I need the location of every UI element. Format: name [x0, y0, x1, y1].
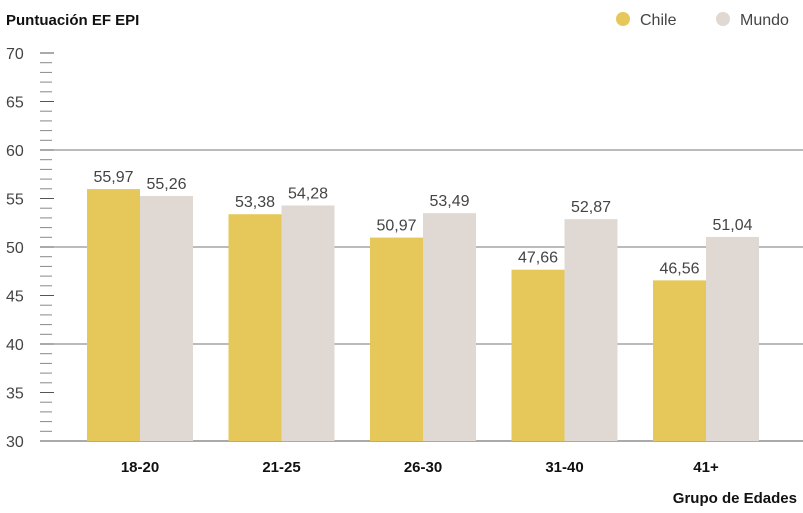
y-tick-label: 50	[6, 240, 24, 257]
bar-mundo-26-30	[423, 213, 476, 441]
bar-chile-18-20	[87, 189, 140, 441]
legend-swatch-mundo	[716, 12, 730, 26]
bar-chile-26-30	[370, 237, 423, 441]
bar-mundo-41+	[706, 236, 759, 441]
data-label-mundo-41+: 51,04	[712, 217, 752, 234]
y-tick-label: 70	[6, 46, 24, 63]
bars	[87, 189, 759, 441]
y-tick-label: 65	[6, 95, 24, 112]
chart-title: Puntuación EF EPI	[6, 12, 139, 29]
y-tick-label: 30	[6, 434, 24, 451]
data-label-chile-21-25: 53,38	[235, 194, 275, 211]
bar-mundo-21-25	[281, 205, 335, 441]
minor-tick-marks	[40, 52, 54, 442]
y-tick-label: 60	[6, 143, 24, 160]
bar-chile-21-25	[228, 214, 282, 441]
y-tick-label: 45	[6, 289, 24, 306]
bar-mundo-18-20	[140, 195, 193, 441]
y-tick-label: 55	[6, 192, 24, 209]
x-tick-label-26-30: 26-30	[404, 459, 442, 476]
bar-chile-41+	[653, 280, 706, 441]
x-tick-label-31-40: 31-40	[545, 459, 583, 476]
bar-chile-31-40	[511, 269, 565, 441]
data-label-chile-26-30: 50,97	[376, 218, 416, 235]
data-label-mundo-18-20: 55,26	[146, 176, 186, 193]
legend: Chile Mundo	[616, 12, 789, 29]
data-label-mundo-26-30: 53,49	[429, 193, 469, 210]
bar-mundo-31-40	[564, 219, 618, 441]
x-axis-title: Grupo de Edades	[673, 490, 797, 507]
y-tick-label: 35	[6, 386, 24, 403]
data-label-chile-31-40: 47,66	[518, 250, 558, 267]
x-tick-label-41+: 41+	[693, 459, 719, 476]
data-labels: 55,97 55,26 53,38 54,28 50,97 53,49 47,66 52,87…	[93, 169, 752, 277]
data-label-mundo-21-25: 54,28	[288, 185, 328, 202]
data-label-mundo-31-40: 52,87	[571, 199, 611, 216]
x-axis: 18-20 21-25 26-30 31-40 41+	[121, 459, 719, 476]
x-tick-label-18-20: 18-20	[121, 459, 159, 476]
legend-swatch-chile	[616, 12, 630, 26]
x-tick-label-21-25: 21-25	[262, 459, 300, 476]
legend-label-mundo: Mundo	[740, 12, 789, 29]
y-tick-label: 40	[6, 337, 24, 354]
data-label-chile-41+: 46,56	[659, 260, 699, 277]
legend-label-chile: Chile	[640, 12, 677, 29]
data-label-chile-18-20: 55,97	[93, 169, 133, 186]
